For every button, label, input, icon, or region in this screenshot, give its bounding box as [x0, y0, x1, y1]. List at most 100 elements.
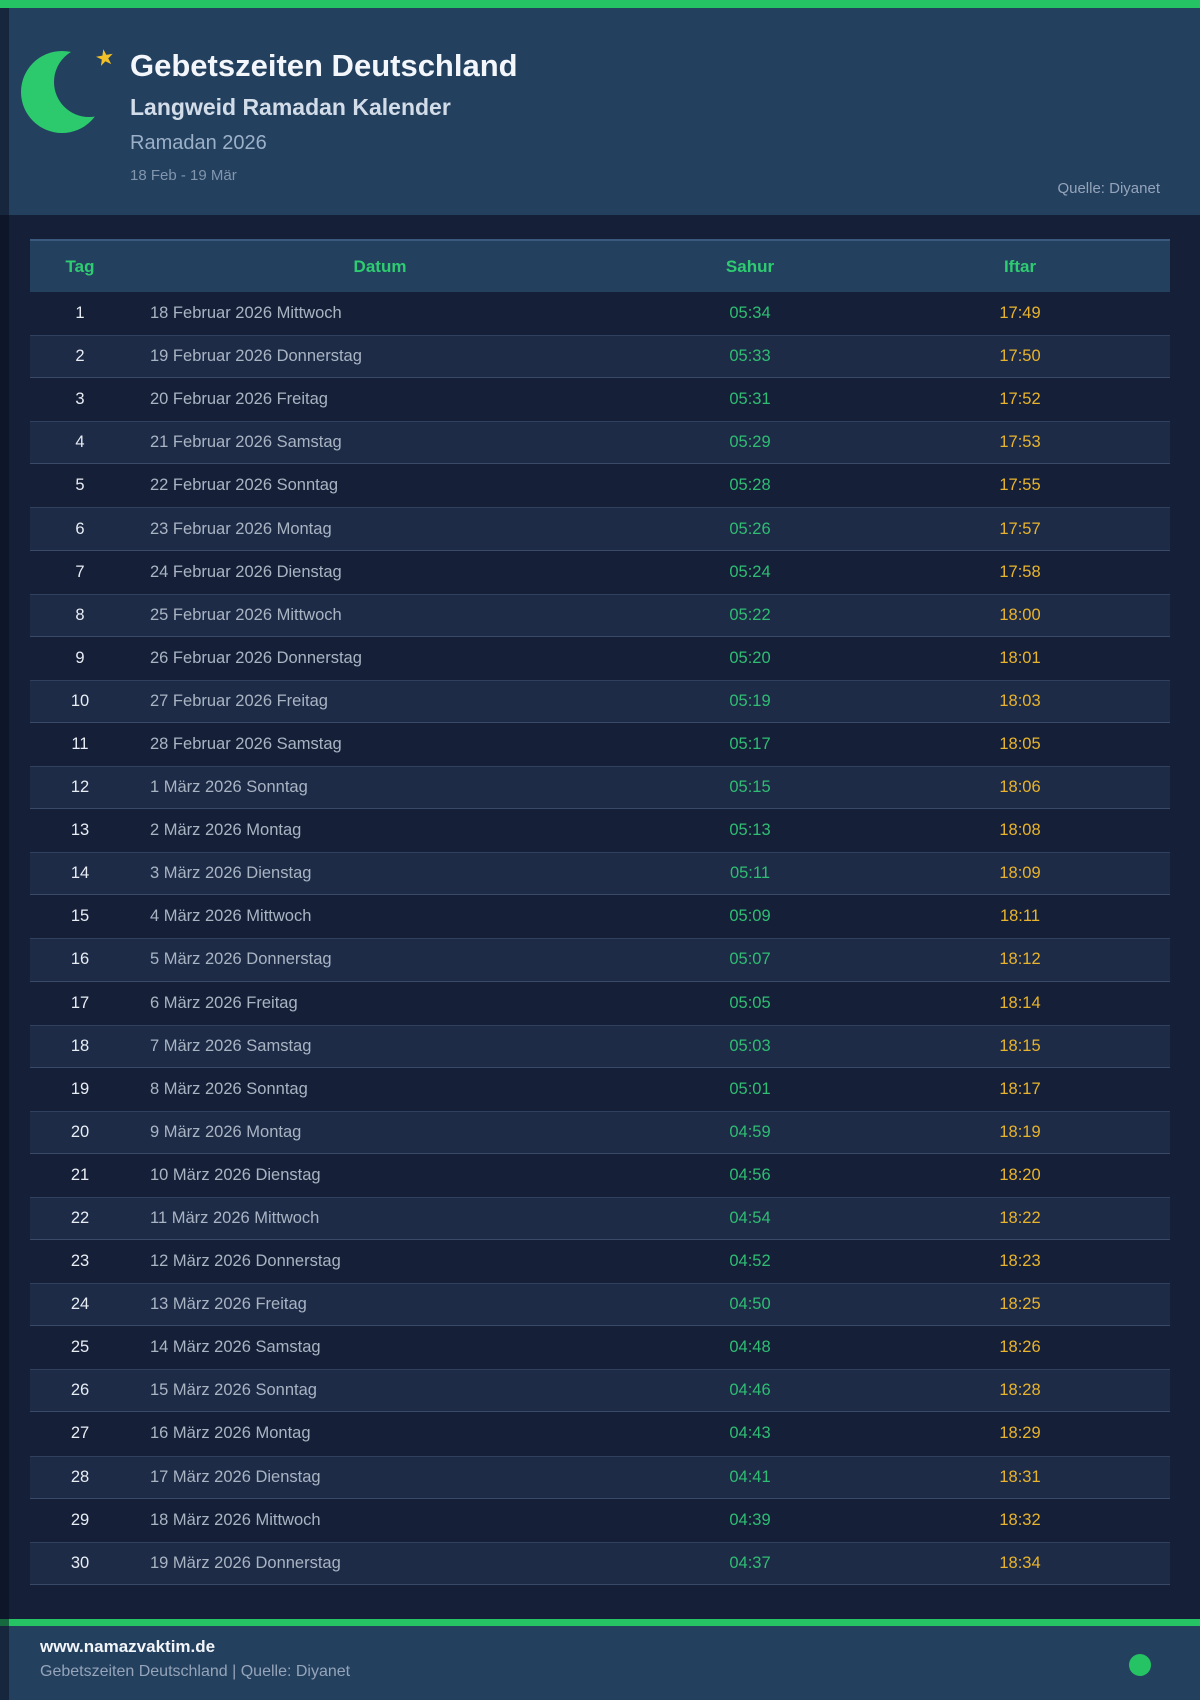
day-number-cell: 19 — [70, 1079, 90, 1098]
date-cell: 10 März 2026 Dienstag — [150, 1165, 321, 1184]
sahur-time-cell: 05:09 — [729, 907, 771, 926]
date-cell: 4 März 2026 Mittwoch — [150, 907, 312, 926]
sahur-time-cell: 05:31 — [729, 390, 771, 409]
sahur-time-cell: 05:03 — [729, 1036, 771, 1055]
table-row: 11 28 Februar 2026 Samstag 05:17 18:05 — [30, 723, 1170, 766]
star-icon: ★ — [92, 43, 117, 72]
table-row: 6 23 Februar 2026 Montag 05:26 17:57 — [30, 507, 1170, 551]
table-row: 28 17 März 2026 Dienstag 04:41 18:31 — [30, 1455, 1170, 1499]
table-row: 14 3 März 2026 Dienstag 05:11 18:09 — [30, 852, 1170, 896]
sahur-time-cell: 05:20 — [729, 648, 771, 667]
iftar-time-cell: 18:14 — [999, 993, 1041, 1012]
date-cell: 2 März 2026 Montag — [150, 821, 302, 840]
day-number-cell: 10 — [70, 691, 90, 710]
sahur-time-cell: 04:54 — [729, 1209, 771, 1228]
day-number-cell: 24 — [70, 1295, 90, 1314]
footer: www.namazvaktim.de Gebetszeiten Deutschl… — [0, 1626, 1200, 1700]
sahur-time-cell: 05:07 — [729, 950, 771, 969]
day-number-cell: 18 — [70, 1036, 90, 1055]
iftar-time-cell: 18:22 — [999, 1209, 1041, 1228]
sahur-time-cell: 04:41 — [729, 1467, 771, 1486]
table-row: 27 16 März 2026 Montag 04:43 18:29 — [30, 1412, 1170, 1455]
day-number-cell: 22 — [70, 1209, 90, 1228]
iftar-time-cell: 17:53 — [999, 433, 1041, 452]
sahur-time-cell: 04:59 — [729, 1122, 771, 1141]
iftar-time-cell: 17:55 — [999, 476, 1041, 495]
website-label: www.namazvaktim.de — [40, 1637, 216, 1656]
iftar-time-cell: 18:20 — [999, 1165, 1041, 1184]
table-row: 9 26 Februar 2026 Donnerstag 05:20 18:01 — [30, 637, 1170, 680]
day-number-cell: 2 — [75, 347, 85, 366]
day-number-cell: 28 — [70, 1467, 90, 1486]
iftar-time-cell: 17:50 — [999, 347, 1041, 366]
table-row: 15 4 März 2026 Mittwoch 05:09 18:11 — [30, 895, 1170, 938]
table-row: 13 2 März 2026 Montag 05:13 18:08 — [30, 809, 1170, 852]
day-number-cell: 6 — [75, 519, 85, 538]
sahur-time-cell: 05:22 — [729, 605, 771, 624]
table-row: 2 19 Februar 2026 Donnerstag 05:33 17:50 — [30, 335, 1170, 379]
header-titles: Gebetszeiten Deutschland Langweid Ramada… — [130, 48, 518, 185]
table-row: 3 20 Februar 2026 Freitag 05:31 17:52 — [30, 378, 1170, 421]
sahur-time-cell: 05:17 — [729, 734, 771, 753]
date-cell: 5 März 2026 Donnerstag — [150, 950, 332, 969]
sahur-time-cell: 05:28 — [729, 476, 771, 495]
table-row: 16 5 März 2026 Donnerstag 05:07 18:12 — [30, 938, 1170, 982]
sahur-time-cell: 05:13 — [729, 821, 771, 840]
iftar-time-cell: 18:00 — [999, 605, 1041, 624]
sahur-time-cell: 04:37 — [729, 1553, 771, 1572]
prayer-times-table: Tag Datum Sahur Iftar 1 18 Februar 2026 … — [30, 239, 1170, 1585]
date-cell: 7 März 2026 Samstag — [150, 1036, 312, 1055]
iftar-time-cell: 18:32 — [999, 1510, 1041, 1529]
table-row: 18 7 März 2026 Samstag 05:03 18:15 — [30, 1024, 1170, 1068]
iftar-time-cell: 18:03 — [999, 691, 1041, 710]
date-cell: 14 März 2026 Samstag — [150, 1338, 321, 1357]
day-number-cell: 8 — [75, 605, 85, 624]
date-cell: 26 Februar 2026 Donnerstag — [150, 648, 362, 667]
date-cell: 22 Februar 2026 Sonntag — [150, 476, 339, 495]
day-number-cell: 5 — [75, 476, 85, 495]
sahur-time-cell: 04:56 — [729, 1165, 771, 1184]
iftar-time-cell: 18:34 — [999, 1553, 1041, 1572]
day-number-cell: 21 — [70, 1165, 90, 1184]
date-cell: 27 Februar 2026 Freitag — [150, 691, 328, 710]
date-cell: 3 März 2026 Dienstag — [150, 864, 312, 883]
day-number-cell: 16 — [70, 950, 90, 969]
date-cell: 24 Februar 2026 Dienstag — [150, 562, 342, 581]
date-cell: 19 März 2026 Donnerstag — [150, 1553, 341, 1572]
sahur-time-cell: 05:11 — [729, 864, 771, 883]
top-accent-bar — [0, 0, 1200, 8]
table-row: 8 25 Februar 2026 Mittwoch 05:22 18:00 — [30, 593, 1170, 637]
day-number-cell: 7 — [75, 562, 85, 581]
day-number-cell: 14 — [70, 864, 90, 883]
sahur-time-cell: 05:19 — [729, 691, 771, 710]
iftar-time-cell: 18:25 — [999, 1295, 1041, 1314]
sahur-time-cell: 04:43 — [729, 1424, 771, 1443]
date-cell: 23 Februar 2026 Montag — [150, 519, 332, 538]
date-cell: 16 März 2026 Montag — [150, 1424, 311, 1443]
table-row: 19 8 März 2026 Sonntag 05:01 18:17 — [30, 1068, 1170, 1111]
sahur-time-cell: 04:46 — [729, 1381, 771, 1400]
day-number-cell: 17 — [70, 993, 90, 1012]
table-row: 22 11 März 2026 Mittwoch 04:54 18:22 — [30, 1196, 1170, 1241]
date-cell: 17 März 2026 Dienstag — [150, 1467, 321, 1486]
iftar-time-cell: 17:49 — [999, 304, 1041, 323]
iftar-time-cell: 18:06 — [999, 778, 1041, 797]
column-header-tag: Tag — [65, 256, 95, 276]
iftar-time-cell: 18:23 — [999, 1252, 1041, 1271]
status-dot-icon — [1129, 1654, 1151, 1676]
day-number-cell: 12 — [70, 778, 90, 797]
table-row: 21 10 März 2026 Dienstag 04:56 18:20 — [30, 1154, 1170, 1197]
table-row: 20 9 März 2026 Montag 04:59 18:19 — [30, 1110, 1170, 1154]
date-cell: 28 Februar 2026 Samstag — [150, 734, 342, 753]
date-cell: 15 März 2026 Sonntag — [150, 1381, 317, 1400]
crescent-moon-icon — [21, 48, 110, 133]
footer-accent-line — [0, 1619, 1200, 1626]
footer-tagline: Gebetszeiten Deutschland | Quelle: Diyan… — [40, 1663, 351, 1680]
iftar-time-cell: 18:01 — [999, 648, 1041, 667]
sahur-time-cell: 05:01 — [729, 1079, 771, 1098]
day-number-cell: 23 — [70, 1252, 90, 1271]
table-row: 4 21 Februar 2026 Samstag 05:29 17:53 — [30, 421, 1170, 465]
sahur-time-cell: 05:15 — [729, 778, 771, 797]
table-body: 1 18 Februar 2026 Mittwoch 05:34 17:49 2… — [30, 292, 1170, 1585]
date-cell: 18 Februar 2026 Mittwoch — [150, 304, 342, 323]
